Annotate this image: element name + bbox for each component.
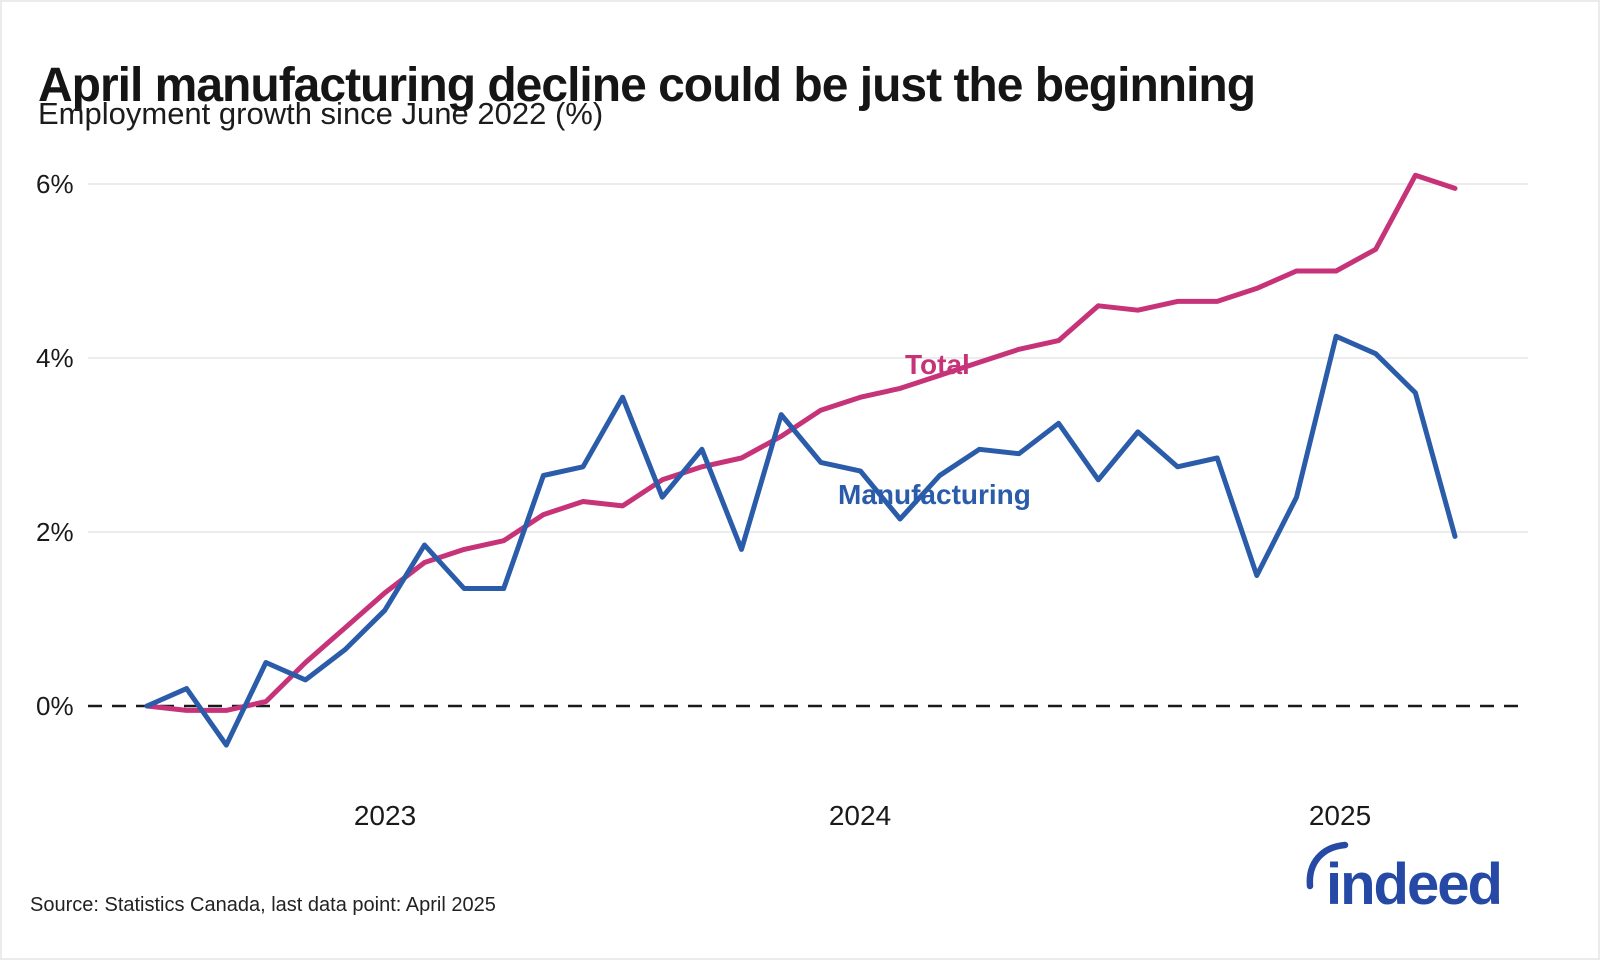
indeed-wordmark: indeed <box>1326 852 1501 917</box>
logo-swoosh-icon <box>1306 841 1349 890</box>
chart-title: April manufacturing decline could be jus… <box>38 59 1256 113</box>
manufacturing-line <box>144 333 1458 748</box>
y-axis-label-2pct: 2% <box>36 517 74 547</box>
chart-subtitle: Employment growth since June 2022 (%) <box>38 96 604 131</box>
series-label-total: Total <box>905 349 970 380</box>
total-line <box>144 172 1458 713</box>
series-label-manufacturing: Manufacturing <box>838 479 1031 510</box>
indeed-logo: indeed <box>1306 841 1503 917</box>
x-axis-label-2023: 2023 <box>353 800 417 831</box>
y-axis-label-0pct: 0% <box>36 691 74 721</box>
x-axis-label-2024: 2024 <box>828 800 892 831</box>
y-axis-label-6pct: 6% <box>36 169 74 199</box>
x-axis-label-2025: 2025 <box>1308 800 1372 831</box>
source-note: Source: Statistics Canada, last data poi… <box>30 894 496 916</box>
y-axis-label-4pct: 4% <box>36 343 74 373</box>
